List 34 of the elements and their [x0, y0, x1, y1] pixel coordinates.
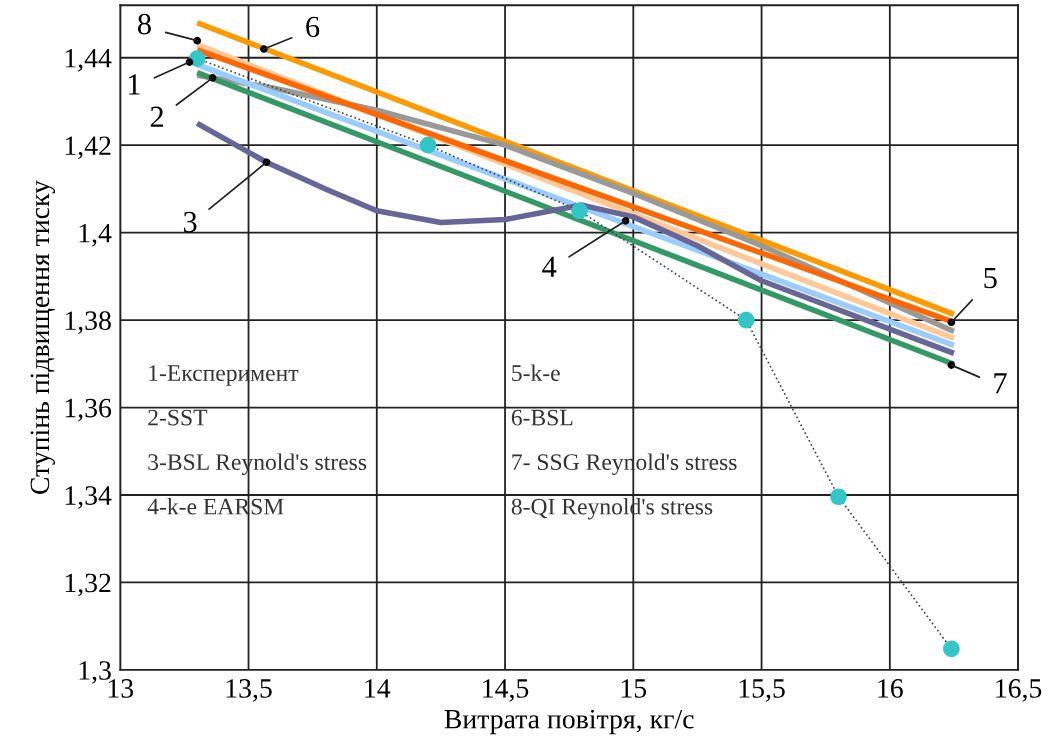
annotation: 3: [183, 211, 197, 233]
annotation: 6-BSL: [511, 409, 573, 426]
x-tick-label: 15,5: [739, 679, 785, 702]
annotation: 8: [137, 13, 151, 35]
point: [571, 202, 588, 220]
y-tick-label: 1,4: [79, 223, 112, 247]
annotation: 7: [994, 373, 1007, 394]
annotation: 2-SST: [148, 409, 208, 426]
x-tick-label: 16,5: [996, 679, 1042, 702]
point: [830, 488, 847, 506]
x-axis-title: Витрата повітря, кг/с: [444, 709, 694, 735]
y-tick-label: 1,38: [65, 311, 111, 334]
annotation: 5: [984, 267, 997, 289]
annotation: 4: [542, 256, 557, 277]
point: [943, 640, 960, 658]
point: [737, 311, 755, 329]
y-tick-label: 1,34: [65, 486, 112, 509]
annotation: 1: [129, 74, 140, 95]
y-tick-label: 1,32: [65, 573, 111, 597]
x-tick-label: 14,5: [483, 679, 529, 702]
y-tick-label: 1,36: [65, 398, 112, 422]
point: [419, 136, 437, 154]
x-tick-label: 13: [108, 679, 134, 698]
x-tick-label: 14: [365, 679, 391, 698]
x-tick-label: 13,5: [226, 679, 272, 702]
annotation: 2: [150, 106, 164, 127]
y-tick-label: 1,3: [79, 661, 111, 684]
annotation: 6: [306, 16, 320, 38]
y-tick-label: 1,44: [65, 49, 112, 72]
x-tick-label: 16: [878, 679, 903, 698]
y-tick-label: 1,42: [65, 136, 111, 160]
annotation: 5-k-e: [512, 364, 560, 382]
x-tick-label: 15: [621, 679, 647, 698]
y-axis-title: Ступінь підвищення тиску: [30, 180, 55, 494]
